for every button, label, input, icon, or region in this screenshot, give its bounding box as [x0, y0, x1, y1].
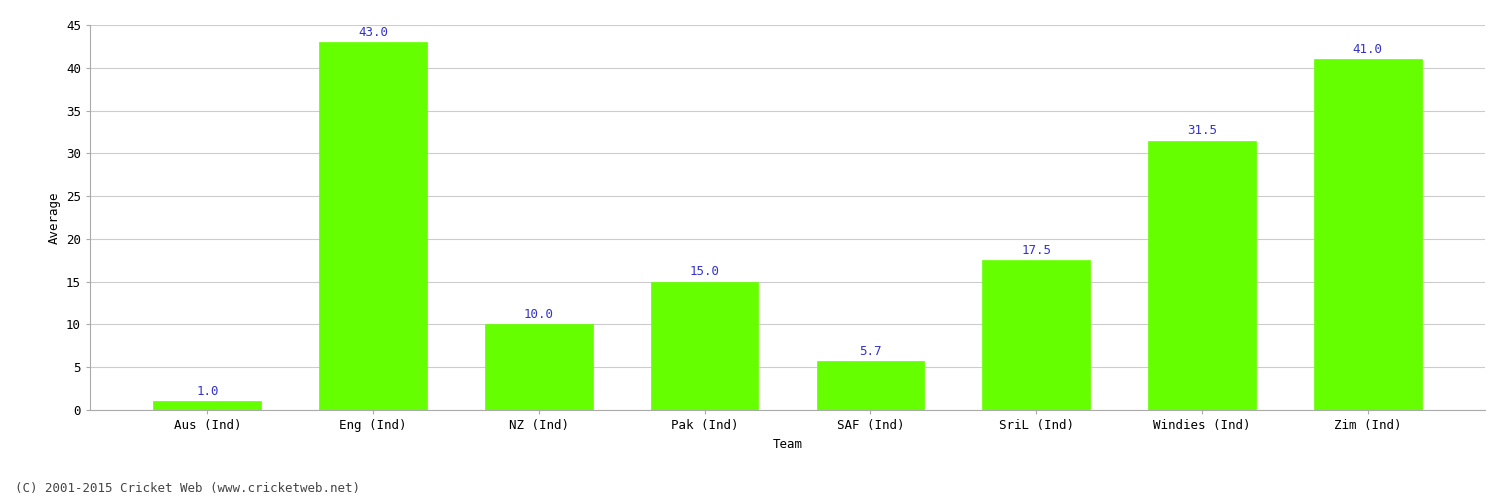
Text: 17.5: 17.5 [1022, 244, 1052, 257]
Text: (C) 2001-2015 Cricket Web (www.cricketweb.net): (C) 2001-2015 Cricket Web (www.cricketwe… [15, 482, 360, 495]
Bar [153, 402, 261, 410]
Text: 31.5: 31.5 [1186, 124, 1216, 137]
Bar [320, 42, 428, 410]
Bar [651, 282, 759, 410]
Text: 1.0: 1.0 [196, 385, 219, 398]
Text: 15.0: 15.0 [690, 265, 720, 278]
Text: 41.0: 41.0 [1353, 43, 1383, 56]
Bar [982, 260, 1090, 410]
Y-axis label: Average: Average [48, 191, 60, 244]
Bar [1148, 140, 1256, 410]
Text: 10.0: 10.0 [524, 308, 554, 321]
Text: 5.7: 5.7 [859, 345, 882, 358]
X-axis label: Team: Team [772, 438, 802, 450]
Bar [816, 361, 924, 410]
Bar [1314, 59, 1422, 410]
Bar [484, 324, 592, 410]
Text: 43.0: 43.0 [358, 26, 388, 38]
